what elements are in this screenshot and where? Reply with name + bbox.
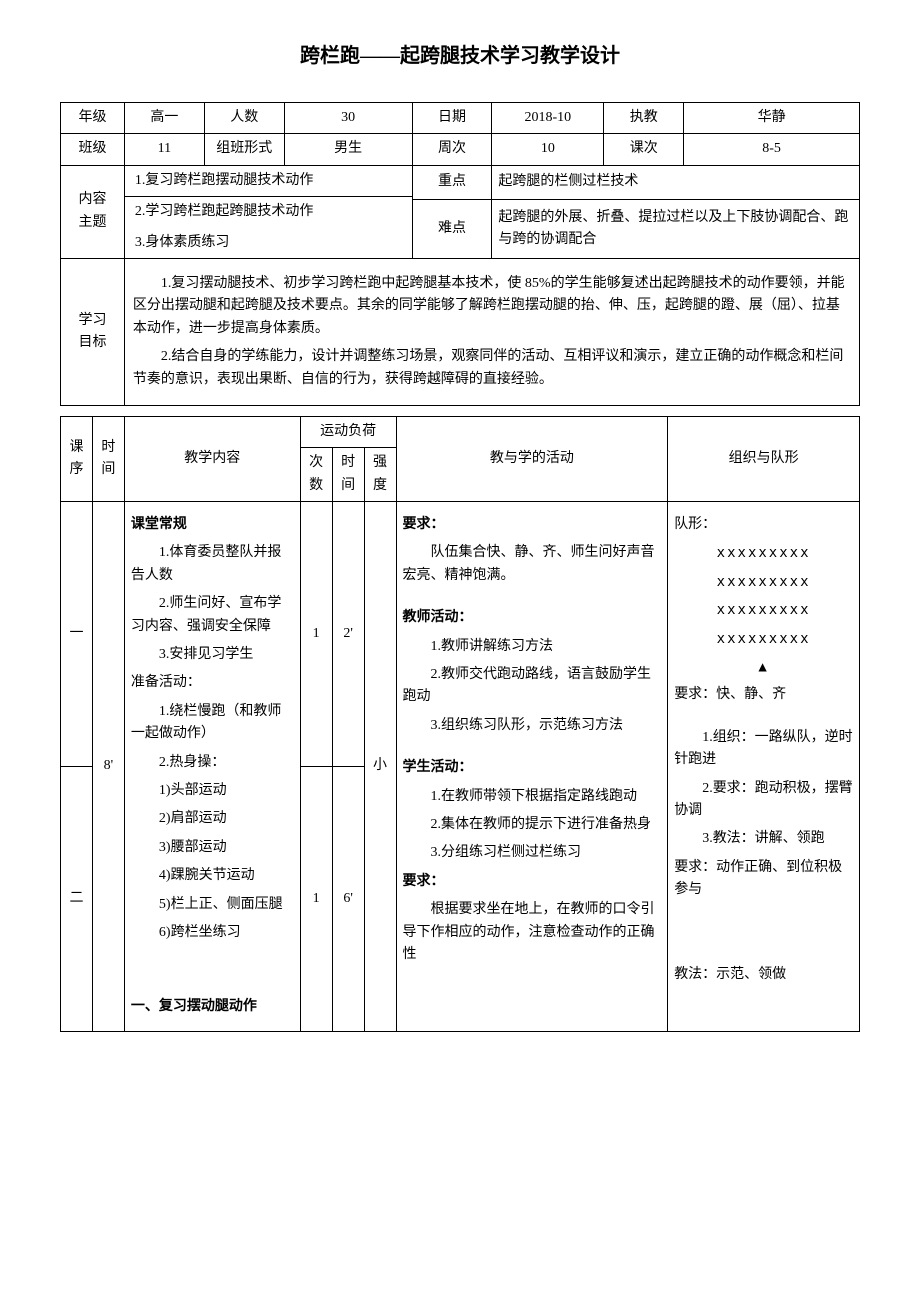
teacher-label: 执教 bbox=[604, 103, 684, 134]
grade-value: 高一 bbox=[124, 103, 204, 134]
form-value: 男生 bbox=[284, 134, 412, 165]
ctime-1: 2' bbox=[332, 502, 364, 767]
head-content: 教学内容 bbox=[124, 416, 300, 501]
date-value: 2018-10 bbox=[492, 103, 604, 134]
time-2: 8' bbox=[92, 502, 124, 1032]
keypoint-label: 重点 bbox=[412, 165, 492, 199]
date-label: 日期 bbox=[412, 103, 492, 134]
head-load-intensity: 强 度 bbox=[364, 448, 396, 502]
difficulty-value: 起跨腿的外展、折叠、提拉过栏以及上下肢协调配合、跑与跨的协调配合 bbox=[492, 200, 860, 259]
difficulty-label: 难点 bbox=[412, 200, 492, 259]
session-value: 8-5 bbox=[684, 134, 860, 165]
learning-goal-label: 学习 目标 bbox=[61, 258, 125, 405]
session-label: 课次 bbox=[604, 134, 684, 165]
ctime-2: 6' bbox=[332, 766, 364, 1031]
head-load: 运动负荷 bbox=[300, 416, 396, 447]
class-value: 11 bbox=[124, 134, 204, 165]
seq-1: 一 bbox=[61, 502, 93, 767]
head-load-time: 时 间 bbox=[332, 448, 364, 502]
teacher-value: 华静 bbox=[684, 103, 860, 134]
learning-goal-text: 1.复习摆动腿技术、初步学习跨栏跑中起跨腿基本技术，使 85%的学生能够复述出起… bbox=[124, 258, 859, 405]
grade-label: 年级 bbox=[61, 103, 125, 134]
keypoint-value: 起跨腿的栏侧过栏技术 bbox=[492, 165, 860, 199]
page-title: 跨栏跑——起跨腿技术学习教学设计 bbox=[60, 40, 860, 72]
count-label: 人数 bbox=[204, 103, 284, 134]
head-seq: 课序 bbox=[61, 416, 93, 501]
count-value: 30 bbox=[284, 103, 412, 134]
class-label: 班级 bbox=[61, 134, 125, 165]
week-value: 10 bbox=[492, 134, 604, 165]
head-time: 时间 bbox=[92, 416, 124, 501]
header-table: 年级 高一 人数 30 日期 2018-10 执教 华静 班级 11 组班形式 … bbox=[60, 102, 860, 406]
count-2: 1 bbox=[300, 766, 332, 1031]
head-formation: 组织与队形 bbox=[668, 416, 860, 501]
lesson-table: 课序 时间 教学内容 运动负荷 教与学的活动 组织与队形 次 数 时 间 强 度… bbox=[60, 416, 860, 1032]
intensity-2: 小 bbox=[364, 502, 396, 1032]
head-load-count: 次 数 bbox=[300, 448, 332, 502]
formation-cell: 队形： xxxxxxxxx xxxxxxxxx xxxxxxxxx xxxxxx… bbox=[668, 502, 860, 1032]
content-theme-label: 内容 主题 bbox=[61, 165, 125, 258]
count-1: 1 bbox=[300, 502, 332, 767]
content-theme-items: 1.复习跨栏跑摆动腿技术动作 2.学习跨栏跑起跨腿技术动作 3.身体素质练习 bbox=[124, 165, 412, 258]
head-activity: 教与学的活动 bbox=[396, 416, 668, 501]
content-cell: 课堂常规 1.体育委员整队并报告人数 2.师生问好、宣布学习内容、强调安全保障 … bbox=[124, 502, 300, 1032]
form-label: 组班形式 bbox=[204, 134, 284, 165]
activity-cell: 要求： 队伍集合快、静、齐、师生问好声音宏亮、精神饱满。 教师活动： 1.教师讲… bbox=[396, 502, 668, 1032]
seq-2: 二 bbox=[61, 766, 93, 1031]
week-label: 周次 bbox=[412, 134, 492, 165]
